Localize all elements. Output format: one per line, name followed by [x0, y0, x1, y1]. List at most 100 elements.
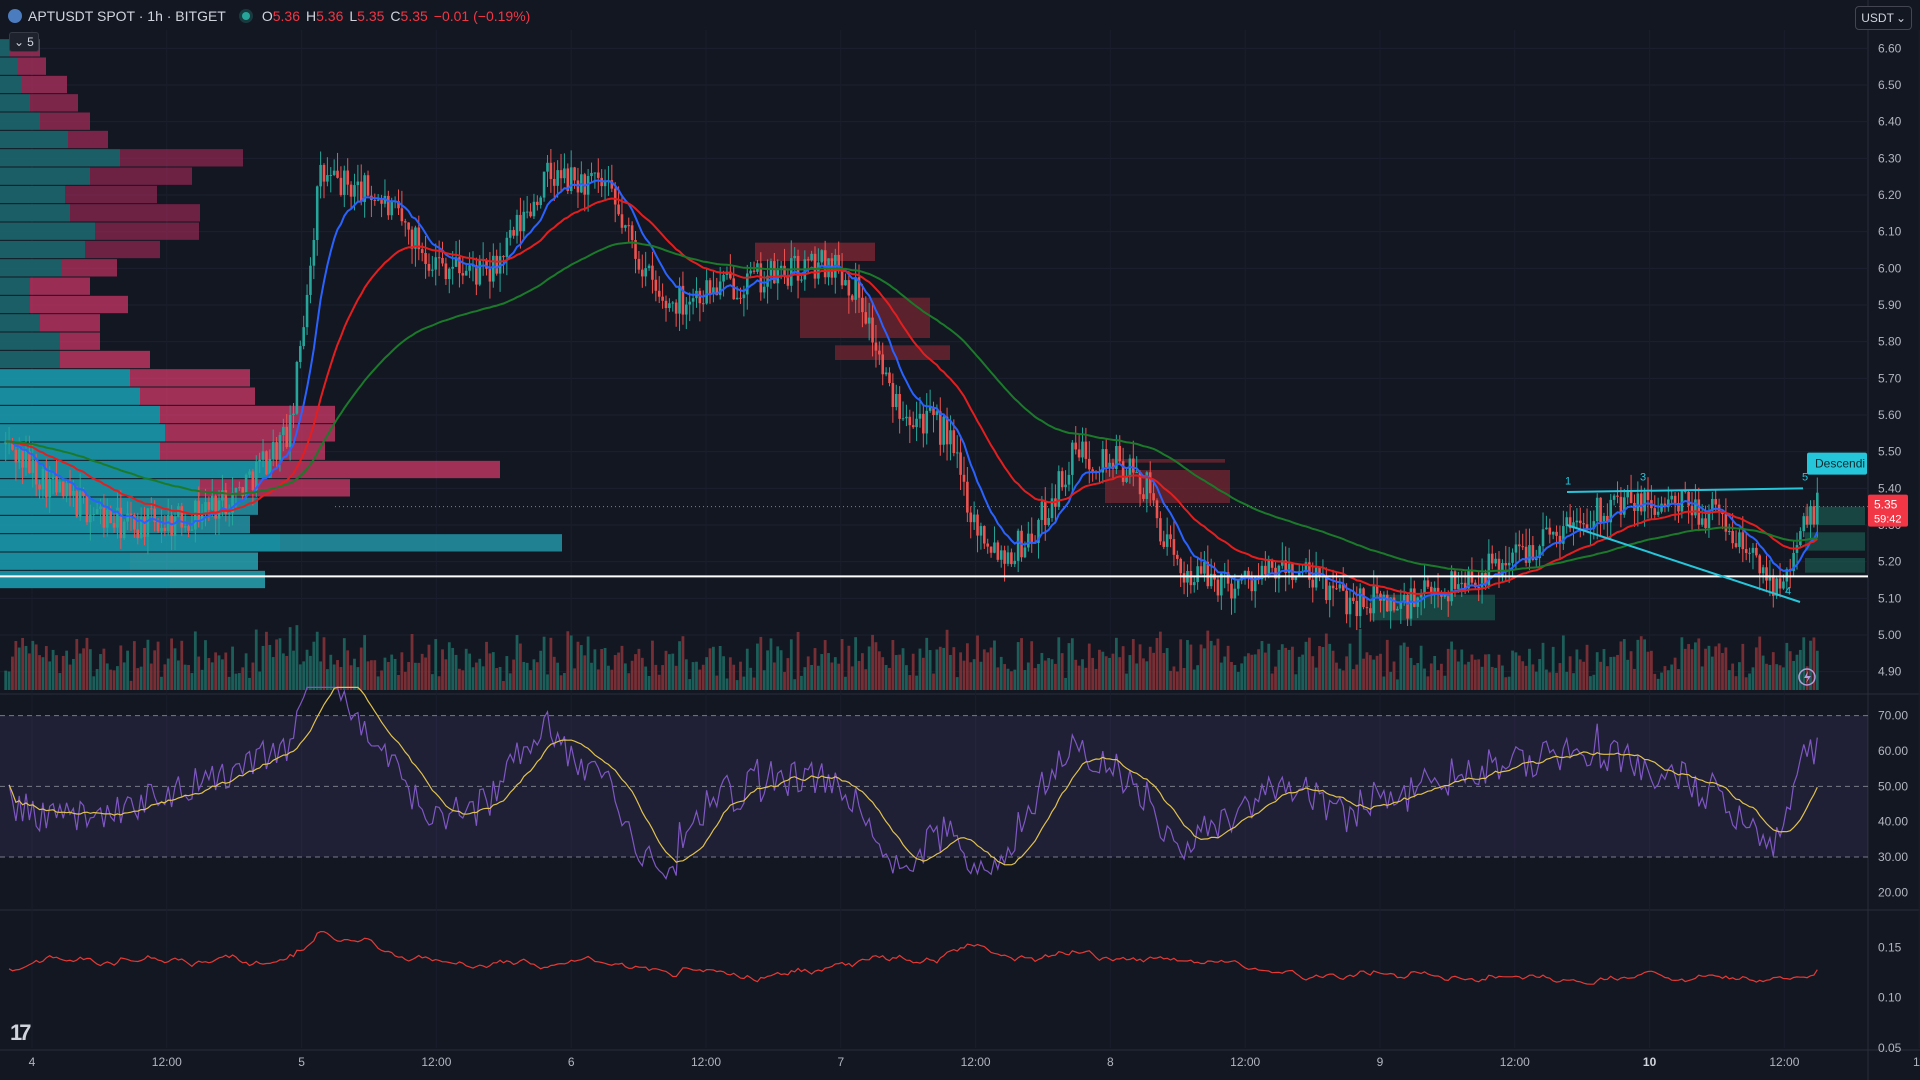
candle-body	[1040, 501, 1044, 520]
candle-body	[410, 229, 414, 249]
candle-body	[735, 297, 739, 300]
volume-bar	[332, 664, 336, 690]
candle-body	[11, 440, 14, 450]
candle-body	[326, 175, 329, 182]
candle-body	[1064, 484, 1067, 488]
candle-body	[657, 290, 661, 297]
volume-bar	[816, 665, 820, 690]
candle-body	[285, 426, 289, 447]
candle-body	[1629, 490, 1633, 503]
candle-body	[278, 435, 282, 460]
volume-bar	[187, 664, 190, 690]
volume-bar	[874, 642, 878, 690]
candle-body	[258, 459, 261, 462]
candle-body	[708, 280, 712, 294]
candle-body	[519, 214, 522, 232]
volume-bar	[1142, 658, 1145, 690]
currency-selector[interactable]: USDT ⌄	[1855, 6, 1912, 30]
candle-body	[505, 237, 509, 257]
volume-bar	[579, 645, 583, 690]
time-tick-label: 6	[568, 1055, 575, 1069]
candle-body	[718, 281, 722, 296]
volume-bar	[576, 641, 580, 690]
volume-bar	[546, 674, 549, 690]
candle-body	[698, 290, 702, 304]
candle-body	[610, 180, 614, 189]
volume-bar	[1809, 640, 1812, 690]
change-value: −0.01 (−0.19%)	[433, 8, 531, 24]
candle-body	[1341, 584, 1345, 591]
candle-body	[1443, 594, 1447, 597]
volume-bar	[1656, 678, 1660, 690]
candle-body	[955, 452, 959, 454]
candle-body	[1582, 523, 1585, 525]
volume-bar	[637, 648, 641, 690]
volume-bar	[471, 667, 475, 690]
volume-bar	[1352, 669, 1355, 690]
volume-bar	[278, 638, 282, 690]
volume-bar	[1792, 660, 1795, 690]
symbol-legend: APTUSDT SPOT · 1h · BITGET O5.36 H5.36 L…	[8, 6, 530, 26]
volume-bar	[1528, 648, 1531, 690]
candle-body	[1159, 518, 1162, 542]
volume-bar	[298, 664, 302, 690]
volume-profile-up-bar	[0, 350, 60, 369]
candle-body	[1148, 472, 1152, 494]
volume-bar	[441, 649, 444, 690]
volume-bar	[1690, 649, 1694, 690]
volume-bar	[722, 656, 725, 690]
volume-bar	[248, 677, 251, 690]
volume-bar	[1101, 651, 1105, 690]
candle-body	[1264, 565, 1267, 575]
symbol-title[interactable]: APTUSDT SPOT · 1h · BITGET	[28, 8, 226, 24]
candle-body	[248, 471, 251, 475]
candle-body	[749, 270, 752, 274]
candle-body	[905, 416, 908, 419]
candle-body	[590, 172, 593, 177]
volume-bar	[434, 639, 438, 690]
volume-bar	[55, 655, 58, 690]
volume-bar	[1040, 652, 1044, 690]
volume-bar	[1365, 652, 1369, 690]
volume-bar	[1785, 642, 1789, 690]
volume-bar	[1487, 654, 1491, 690]
candle-body	[1511, 552, 1514, 563]
volume-bar	[766, 650, 769, 690]
candle-body	[1592, 521, 1596, 529]
volume-bar	[796, 631, 800, 690]
candle-body	[1782, 581, 1785, 589]
volume-bar	[397, 674, 400, 690]
candle-body	[1067, 474, 1071, 485]
volume-bar	[1091, 657, 1095, 690]
candle-body	[261, 451, 265, 460]
candle-body	[119, 507, 123, 539]
volume-bar	[1680, 637, 1684, 690]
candle-body	[620, 214, 624, 228]
volume-bar	[1734, 676, 1738, 690]
volume-bar	[160, 676, 163, 690]
volume-bar	[617, 652, 620, 690]
volume-bar	[1165, 648, 1169, 690]
volume-bar	[1568, 656, 1572, 690]
volume-bar	[1372, 659, 1376, 690]
volume-bar	[752, 677, 756, 690]
candle-body	[630, 225, 634, 241]
volume-bar	[512, 659, 516, 690]
volume-bar	[1548, 672, 1552, 690]
rsi-tick-label: 60.00	[1878, 744, 1908, 758]
candle-body	[874, 342, 878, 351]
indicators-toggle-button[interactable]: ⌄ 5	[9, 32, 39, 52]
candle-body	[1365, 607, 1369, 609]
volume-bar	[654, 664, 658, 690]
candle-body	[1761, 567, 1765, 574]
volume-bar	[1714, 646, 1718, 690]
volume-bar	[1064, 677, 1067, 690]
volume-bar	[1175, 671, 1179, 690]
volume-bar	[295, 625, 299, 690]
candle-body	[1121, 461, 1125, 482]
candle-body	[624, 225, 627, 228]
volume-bar	[1771, 652, 1775, 690]
candle-body	[613, 188, 617, 205]
volume-bar	[305, 649, 309, 690]
